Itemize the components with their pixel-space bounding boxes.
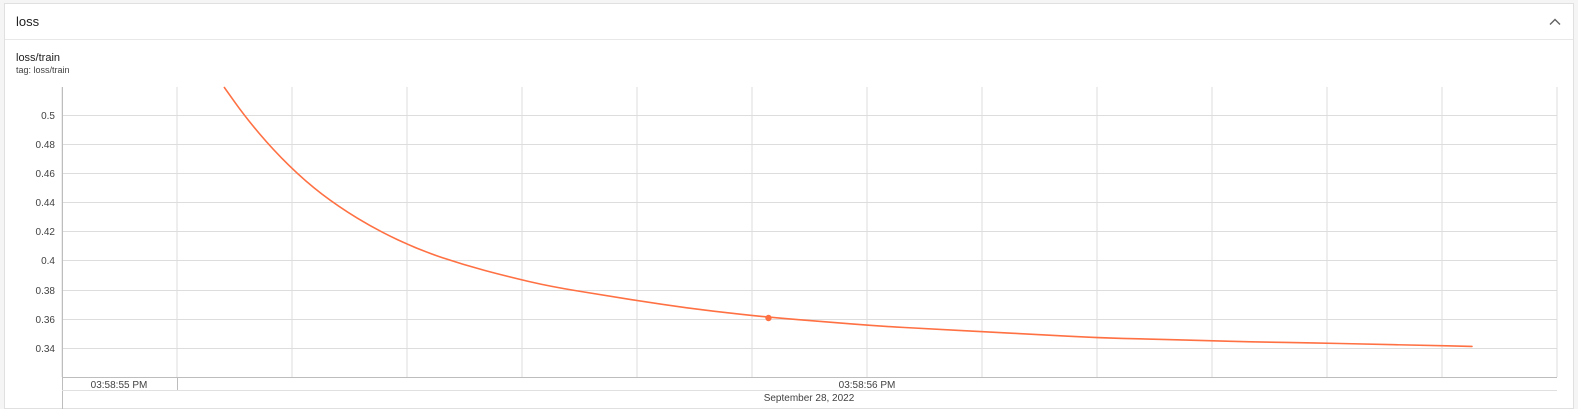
y-tick-label: 0.4 — [41, 256, 55, 267]
y-tick-label: 0.38 — [36, 286, 56, 297]
collapse-button[interactable] — [1545, 12, 1565, 32]
card-title: loss — [16, 14, 40, 29]
y-tick-label: 0.48 — [36, 140, 56, 151]
card-header[interactable]: loss — [5, 4, 1573, 40]
y-tick-labels: 0.34 0.36 0.38 0.4 0.42 0.44 0.46 0.48 0.5 — [36, 111, 56, 355]
x-tick-label: 03:58:56 PM — [839, 380, 896, 391]
chevron-up-icon — [1549, 18, 1561, 25]
chart-title: loss/train — [16, 52, 61, 64]
x-tick-label: 03:58:55 PM — [91, 380, 148, 391]
highlight-point[interactable] — [765, 314, 772, 322]
chart-tag: tag: loss/train — [16, 65, 70, 75]
y-tick-label: 0.34 — [36, 344, 56, 355]
series-layer — [223, 86, 1473, 348]
axis-layer — [62, 87, 1557, 409]
y-tick-label: 0.46 — [36, 169, 56, 180]
loss-card: loss — [4, 3, 1574, 409]
y-tick-label: 0.36 — [36, 315, 56, 326]
y-tick-label: 0.5 — [41, 111, 55, 122]
x-tick-labels: 03:58:55 PM 03:58:56 PM September 28, 2022 — [91, 380, 896, 404]
series-line — [223, 86, 1473, 348]
y-tick-label: 0.44 — [36, 198, 56, 209]
y-tick-label: 0.42 — [36, 227, 56, 238]
grid-layer — [61, 87, 1558, 377]
x-date-label: September 28, 2022 — [764, 393, 855, 404]
